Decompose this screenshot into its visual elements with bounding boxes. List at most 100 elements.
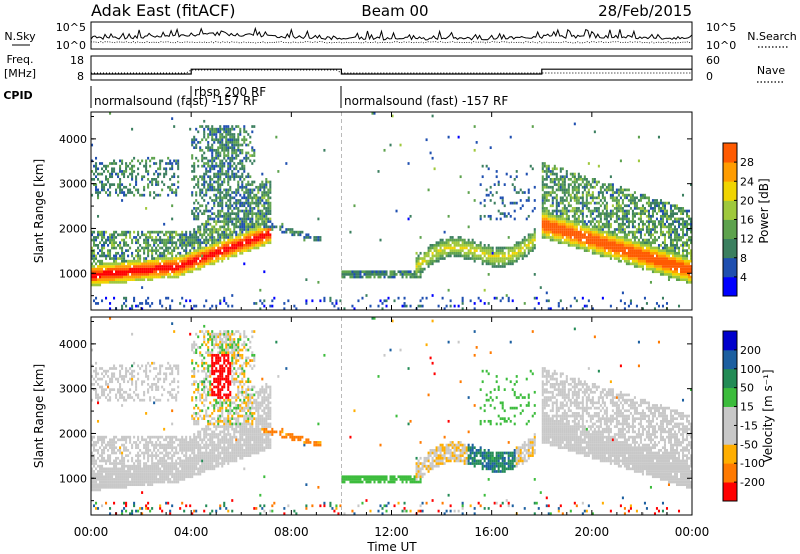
- power-cell: [125, 193, 128, 197]
- power-cell: [615, 249, 618, 252]
- power-cell: [137, 249, 140, 252]
- power-cell: [195, 304, 198, 308]
- power-cell: [643, 196, 646, 200]
- power-cell: [593, 244, 596, 247]
- power-cell: [179, 257, 182, 260]
- velocity-cell: [109, 467, 112, 471]
- power-cell: [555, 230, 558, 234]
- power-cell: [619, 217, 622, 221]
- power-cell: [641, 241, 644, 245]
- power-cell: [559, 225, 562, 229]
- power-cell: [679, 265, 683, 268]
- power-cell: [639, 217, 642, 221]
- power-cell: [515, 191, 518, 194]
- power-cell: [683, 225, 687, 229]
- power-cell: [679, 217, 683, 221]
- power-cell: [223, 127, 226, 131]
- power-cell: [145, 273, 148, 276]
- power-cell: [239, 251, 242, 255]
- power-cell: [247, 244, 250, 247]
- power-cell: [557, 214, 560, 218]
- power-cell: [687, 259, 691, 263]
- power-cell: [225, 228, 228, 231]
- power-cell: [181, 238, 184, 242]
- power-cell: [219, 257, 222, 260]
- power-cell: [659, 201, 662, 205]
- power-cell: [671, 222, 675, 226]
- power-cell: [605, 222, 608, 226]
- power-cell: [133, 185, 136, 189]
- power-cell: [479, 246, 482, 250]
- power-cell: [673, 262, 677, 266]
- power-cell: [179, 273, 182, 276]
- power-cell: [615, 188, 618, 192]
- power-cell: [227, 222, 230, 226]
- power-cell: [127, 244, 130, 247]
- power-cell: [217, 127, 220, 131]
- power-cell: [203, 209, 206, 213]
- power-cell: [167, 275, 170, 279]
- power-cell: [147, 241, 150, 245]
- power-cell: [229, 130, 232, 134]
- power-cell: [687, 265, 691, 268]
- power-cell: [245, 233, 248, 237]
- power-cell: [213, 167, 216, 171]
- power-cell: [123, 273, 126, 276]
- power-cell: [159, 193, 162, 197]
- power-cell: [145, 275, 148, 279]
- power-cell: [233, 178, 236, 181]
- power-cell: [209, 236, 212, 239]
- power-cell: [129, 262, 132, 266]
- power-cell: [157, 193, 160, 197]
- power-cell: [659, 209, 662, 213]
- power-cell: [221, 257, 224, 260]
- power-cell: [137, 251, 140, 255]
- power-cell: [473, 241, 476, 245]
- power-cell: [567, 220, 570, 223]
- power-cell: [541, 209, 544, 213]
- power-cell: [119, 170, 122, 173]
- power-cell: [221, 214, 224, 218]
- power-cell: [497, 259, 500, 263]
- power-cell: [599, 214, 602, 218]
- power-cell: [519, 251, 522, 255]
- power-cell: [621, 230, 624, 234]
- power-cell: [95, 162, 98, 165]
- power-cell: [259, 230, 262, 234]
- power-cell: [237, 199, 240, 202]
- power-cell: [235, 172, 238, 176]
- velocity-cell: [103, 375, 106, 378]
- power-cell: [521, 238, 524, 242]
- power-cell: [217, 130, 220, 134]
- power-cell: [199, 141, 202, 144]
- power-cell: [117, 278, 120, 282]
- velocity-cell: [93, 464, 96, 468]
- power-cell: [91, 280, 94, 284]
- power-cell: [237, 225, 240, 229]
- power-cell: [265, 183, 268, 186]
- power-cell: [659, 257, 662, 260]
- power-cell: [259, 212, 262, 216]
- power-cell: [257, 185, 260, 189]
- power-cell: [109, 251, 112, 255]
- power-cell: [393, 299, 396, 303]
- power-cell: [453, 254, 456, 258]
- power-cell: [541, 233, 544, 237]
- power-cell: [641, 209, 644, 213]
- nsky-panel: N.Sky N.Search 10^5 10^0 10^5 10^0: [4, 21, 796, 52]
- power-cell: [119, 180, 122, 184]
- power-cell: [141, 275, 144, 279]
- power-cell: [133, 236, 136, 239]
- power-cell: [599, 244, 602, 247]
- freq-tick-bottom: 8: [77, 70, 84, 83]
- power-cell: [233, 148, 236, 152]
- power-cell: [493, 296, 496, 300]
- power-cell: [559, 233, 562, 237]
- power-cell: [661, 214, 664, 218]
- power-cell: [567, 241, 570, 245]
- power-cell: [229, 238, 232, 242]
- power-cell: [499, 212, 502, 216]
- power-cell: [499, 251, 502, 255]
- power-cell: [671, 230, 675, 234]
- power-cell: [379, 299, 382, 303]
